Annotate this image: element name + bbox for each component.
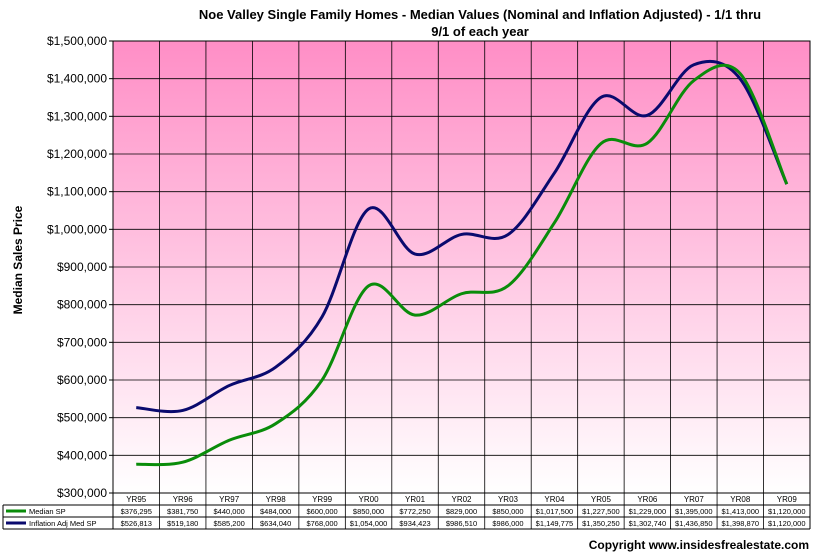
y-tick-label: $800,000: [57, 298, 107, 312]
x-tick-label: YR96: [173, 495, 194, 504]
data-label: $440,000: [214, 507, 245, 516]
data-label: $934,423: [399, 519, 430, 528]
y-tick-label: $1,500,000: [47, 34, 107, 48]
legend-label: Inflation Adj Med SP: [29, 519, 97, 528]
data-label: $1,395,000: [675, 507, 713, 516]
x-tick-label: YR95: [126, 495, 147, 504]
gridlines: [113, 41, 810, 493]
data-label: $768,000: [306, 519, 337, 528]
series-lines: [136, 59, 789, 467]
data-label: $1,229,000: [629, 507, 667, 516]
data-label: $850,000: [353, 507, 384, 516]
data-label: $829,000: [446, 507, 477, 516]
y-axis-label: Median Sales Price: [11, 205, 25, 314]
x-tick-label: YR02: [451, 495, 472, 504]
x-tick-label: YR04: [544, 495, 565, 504]
x-tick-label: YR01: [405, 495, 426, 504]
legend-label: Median SP: [29, 507, 66, 516]
x-tick-label: YR97: [219, 495, 240, 504]
data-label: $1,227,500: [582, 507, 620, 516]
y-tick-label: $1,400,000: [47, 72, 107, 86]
y-tick-label: $1,100,000: [47, 185, 107, 199]
x-tick-label: YR09: [777, 495, 798, 504]
x-tick-label: YR98: [266, 495, 287, 504]
data-label: $986,510: [446, 519, 477, 528]
data-label: $1,149,775: [536, 519, 574, 528]
copyright-text: Copyright www.insidesfrealestate.com: [589, 538, 809, 552]
data-label: $519,180: [167, 519, 198, 528]
x-tick-label: YR99: [312, 495, 333, 504]
y-tick-label: $500,000: [57, 411, 107, 425]
data-label: $376,295: [121, 507, 152, 516]
y-tick-label: $300,000: [57, 486, 107, 500]
x-tick-label: YR08: [730, 495, 751, 504]
y-tick-label: $1,200,000: [47, 147, 107, 161]
data-label: $381,750: [167, 507, 198, 516]
data-label: $850,000: [492, 507, 523, 516]
y-tick-label: $400,000: [57, 448, 107, 462]
data-label: $526,813: [121, 519, 152, 528]
data-table: YR95 YR96 YR97 YR98 YR99 YR00 YR01 YR02 YR03 YR04…: [2, 493, 811, 530]
chart-title-line2: 9/1 of each year: [431, 24, 529, 39]
data-label: $484,000: [260, 507, 291, 516]
y-tick-label: $600,000: [57, 373, 107, 387]
chart-title-line1: Noe Valley Single Family Homes - Median …: [199, 7, 761, 22]
series-line-inflation-adj: [136, 59, 789, 414]
y-tick-label: $700,000: [57, 335, 107, 349]
data-label: $634,040: [260, 519, 291, 528]
y-tick-label: $900,000: [57, 260, 107, 274]
x-tick-label: YR07: [684, 495, 705, 504]
data-label: $772,250: [399, 507, 430, 516]
x-tick-label: YR00: [359, 495, 380, 504]
x-tick-label: YR05: [591, 495, 612, 504]
data-label: $1,302,740: [629, 519, 667, 528]
data-label: $1,054,000: [350, 519, 388, 528]
y-tick-label: $1,300,000: [47, 109, 107, 123]
series-line-median-sp: [136, 63, 789, 467]
y-axis: $300,000 $400,000 $500,000 $600,000 $700,000…: [47, 34, 113, 500]
data-label: $1,436,850: [675, 519, 713, 528]
data-label: $1,120,000: [768, 519, 806, 528]
y-tick-label: $1,000,000: [47, 222, 107, 236]
data-label: $1,120,000: [768, 507, 806, 516]
data-label: $1,017,500: [536, 507, 574, 516]
data-label: $600,000: [306, 507, 337, 516]
data-label: $585,200: [214, 519, 245, 528]
data-label: $1,398,870: [722, 519, 760, 528]
x-tick-label: YR06: [637, 495, 658, 504]
data-label: $986,000: [492, 519, 523, 528]
data-label: $1,413,000: [722, 507, 760, 516]
data-label: $1,350,250: [582, 519, 620, 528]
x-tick-label: YR03: [498, 495, 519, 504]
